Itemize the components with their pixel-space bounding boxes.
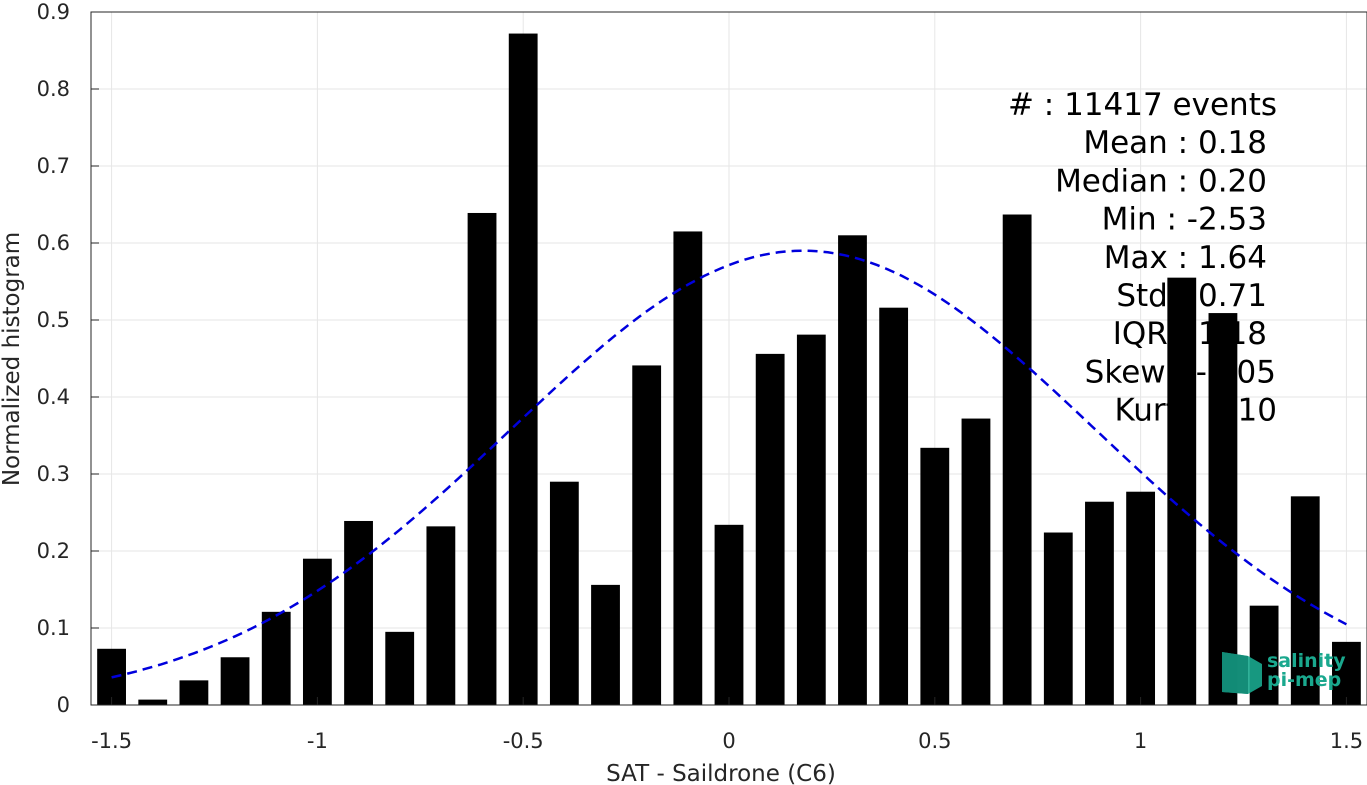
bar-21 bbox=[961, 418, 991, 705]
bar-9 bbox=[467, 212, 497, 705]
y-tick-label-9: 0.9 bbox=[37, 0, 70, 24]
x-tick-label-6: 1.5 bbox=[1330, 729, 1363, 753]
bar-4 bbox=[261, 611, 291, 705]
x-tick-label-3: 0 bbox=[722, 729, 735, 753]
fit-curve bbox=[111, 249, 1347, 679]
bar-12 bbox=[591, 584, 620, 705]
bar-20 bbox=[920, 447, 950, 705]
bar-30 bbox=[1332, 641, 1361, 705]
bar-22 bbox=[1002, 214, 1032, 705]
bar-14 bbox=[673, 231, 703, 705]
x-tick-label-0: -1.5 bbox=[91, 729, 132, 753]
bar-27 bbox=[1208, 313, 1238, 705]
stat-line-4: Max : 1.64 bbox=[1104, 240, 1267, 276]
x-axis-label: SAT - Saildrone (C6) bbox=[606, 761, 836, 785]
y-tick-label-7: 0.7 bbox=[37, 154, 70, 178]
histogram-bars bbox=[97, 33, 1361, 706]
y-tick-label-4: 0.4 bbox=[37, 385, 70, 409]
stat-line-0: # : 11417 events bbox=[1008, 87, 1277, 123]
stat-line-5: Std : 0.71 bbox=[1116, 278, 1267, 314]
bar-8 bbox=[426, 526, 456, 705]
x-tick-label-2: -0.5 bbox=[503, 729, 544, 753]
salinity-pimep-logo: salinity pi-mep bbox=[1222, 650, 1346, 694]
x-tick-label-5: 1 bbox=[1134, 729, 1147, 753]
stat-line-8: Kurt : 2.10 bbox=[1114, 393, 1277, 429]
x-tick-label-1: -1 bbox=[307, 729, 328, 753]
bar-11 bbox=[549, 481, 579, 705]
bar-13 bbox=[632, 365, 662, 705]
bar-17 bbox=[796, 334, 826, 705]
bar-26 bbox=[1167, 277, 1197, 705]
stat-line-6: IQR : 1.18 bbox=[1113, 316, 1267, 352]
stat-line-7: Skew : -0.05 bbox=[1085, 354, 1276, 390]
bar-15 bbox=[714, 524, 744, 705]
y-tick-label-0: 0 bbox=[57, 693, 70, 717]
bar-10 bbox=[508, 33, 538, 706]
logo-cube-face-icon bbox=[1222, 652, 1248, 694]
stat-line-1: Mean : 0.18 bbox=[1083, 125, 1267, 161]
y-tick-label-6: 0.6 bbox=[37, 231, 70, 255]
normal-fit bbox=[111, 249, 1347, 679]
bar-16 bbox=[755, 353, 785, 705]
bar-24 bbox=[1085, 501, 1114, 705]
y-tick-label-3: 0.3 bbox=[37, 462, 70, 486]
bar-7 bbox=[385, 631, 415, 705]
logo-line-2: pi-mep bbox=[1267, 669, 1341, 691]
x-tick-label-4: 0.5 bbox=[918, 729, 951, 753]
y-tick-label-1: 0.1 bbox=[37, 616, 70, 640]
stat-line-2: Median : 0.20 bbox=[1055, 163, 1267, 199]
y-tick-label-8: 0.8 bbox=[37, 77, 70, 101]
y-tick-label-2: 0.2 bbox=[37, 539, 70, 563]
bar-2 bbox=[179, 680, 209, 705]
bar-25 bbox=[1126, 491, 1156, 705]
bar-19 bbox=[879, 307, 909, 705]
bar-1 bbox=[138, 699, 168, 705]
bar-5 bbox=[302, 558, 332, 705]
stat-line-3: Min : -2.53 bbox=[1102, 202, 1267, 238]
y-tick-label-5: 0.5 bbox=[37, 308, 70, 332]
tick-labels: -1.5 -1 -0.5 0 0.5 1 1.5 0 0.1 0.2 0.3 0.4 0.5 0.6 0.7… bbox=[37, 0, 1364, 753]
bar-3 bbox=[220, 657, 250, 705]
y-axis-label: Normalized histogram bbox=[0, 232, 25, 486]
axes bbox=[90, 11, 1367, 706]
bar-18 bbox=[838, 235, 867, 706]
bar-6 bbox=[344, 520, 373, 705]
bar-23 bbox=[1043, 532, 1073, 705]
logo-line-1: salinity bbox=[1267, 650, 1346, 672]
